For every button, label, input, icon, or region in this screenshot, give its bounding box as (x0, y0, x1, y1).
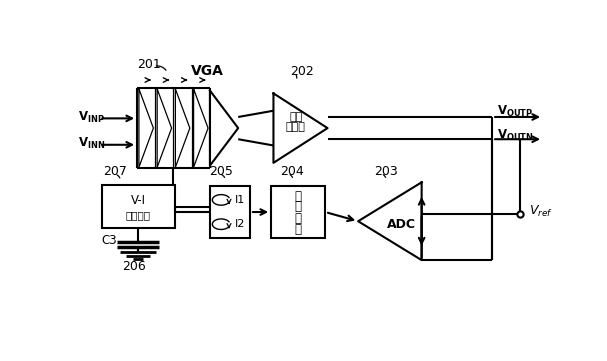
Text: C3: C3 (101, 234, 117, 247)
Text: $V_{ref}$: $V_{ref}$ (529, 204, 552, 219)
Polygon shape (358, 182, 422, 260)
FancyArrowPatch shape (383, 175, 385, 177)
Text: $\mathbf{V_{OUTP}}$: $\mathbf{V_{OUTP}}$ (497, 104, 533, 119)
Text: 204: 204 (280, 165, 304, 178)
Text: 增益级: 增益级 (286, 122, 306, 132)
Polygon shape (273, 93, 328, 163)
Text: 201: 201 (137, 58, 161, 71)
FancyArrowPatch shape (290, 175, 293, 177)
Text: 206: 206 (122, 260, 146, 273)
Text: VGA: VGA (191, 64, 224, 78)
Text: 控: 控 (294, 190, 302, 203)
Polygon shape (210, 91, 238, 166)
Text: ADC: ADC (387, 217, 416, 231)
Text: 转换电路: 转换电路 (126, 210, 151, 220)
Text: 205: 205 (209, 165, 233, 178)
Text: I2: I2 (235, 219, 245, 229)
FancyArrowPatch shape (117, 175, 120, 178)
Text: $\mathbf{V_{OUTN}}$: $\mathbf{V_{OUTN}}$ (497, 127, 534, 143)
FancyArrowPatch shape (222, 174, 225, 178)
Bar (102, 185, 175, 228)
Text: 逻: 逻 (294, 212, 302, 225)
Text: 制: 制 (294, 200, 302, 213)
Text: 固定: 固定 (289, 112, 302, 122)
Text: 辑: 辑 (294, 223, 302, 236)
Text: 207: 207 (103, 165, 127, 178)
Bar (210, 186, 250, 239)
Text: $\mathbf{V_{INN}}$: $\mathbf{V_{INN}}$ (78, 136, 106, 151)
FancyArrowPatch shape (156, 66, 166, 70)
Text: $\mathbf{V_{INP}}$: $\mathbf{V_{INP}}$ (78, 109, 105, 125)
Text: 202: 202 (290, 65, 314, 78)
Text: V-I: V-I (131, 193, 146, 206)
Text: 203: 203 (375, 165, 398, 178)
Bar (271, 186, 325, 239)
Text: I1: I1 (235, 195, 245, 205)
